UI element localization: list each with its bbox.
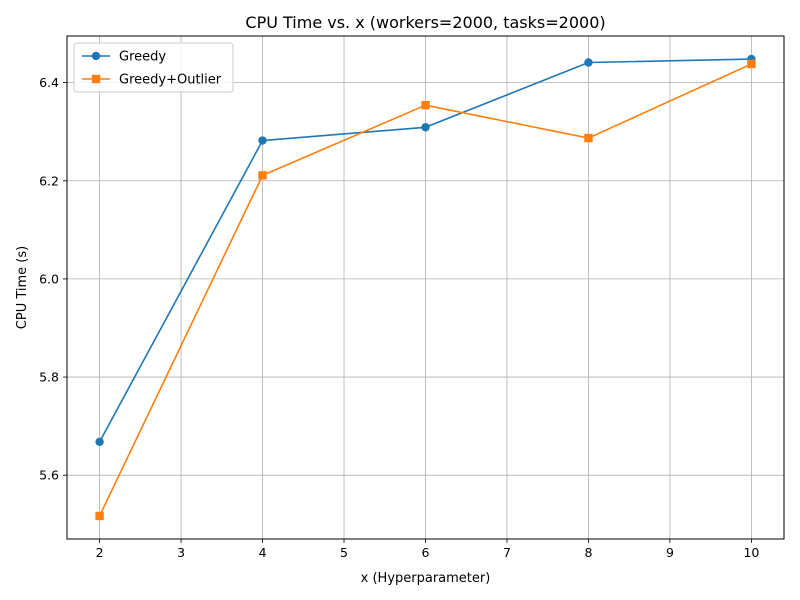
y-tick-label: 6.0 (39, 271, 59, 286)
plot-frame (66, 35, 785, 540)
x-tick-label: 10 (743, 545, 759, 560)
legend-label-greedy: Greedy (119, 50, 166, 65)
x-tick-label: 5 (340, 545, 348, 560)
x-tick-label: 4 (259, 545, 267, 560)
data-point-greedy-outlier (421, 100, 430, 110)
legend: Greedy Greedy+Outlier (73, 42, 234, 93)
y-tick-label: 5.8 (39, 370, 59, 385)
data-point-greedy-outlier (258, 171, 267, 180)
x-tick-label: 6 (422, 545, 430, 560)
legend-label-greedy-outlier: Greedy+Outlier (119, 73, 222, 88)
x-tick-label: 8 (584, 545, 592, 560)
legend-marker-greedy-outlier (91, 74, 101, 84)
data-point-greedy (421, 123, 430, 132)
data-point-greedy (95, 437, 104, 447)
x-tick-label: 3 (177, 545, 185, 560)
x-axis-label: x (Hyperparameter) (361, 571, 491, 586)
series-layer (95, 54, 756, 521)
y-axis-label: CPU Time (s) (15, 246, 30, 329)
chart-title: CPU Time vs. x (workers=2000, tasks=2000… (245, 13, 605, 32)
x-tick-label: 9 (666, 545, 674, 560)
x-tick-label: 2 (96, 545, 104, 560)
y-tick-label: 5.6 (39, 468, 59, 483)
y-tick-label: 6.4 (39, 75, 59, 90)
legend-box (73, 42, 234, 93)
data-point-greedy-outlier (95, 511, 104, 521)
legend-marker-greedy (91, 51, 101, 61)
axis-ticks: 2 3 4 5 6 7 8 9 10 5.6 5.8 6.0 6.2 6.4 (39, 75, 759, 560)
data-point-greedy (258, 136, 267, 145)
x-tick-label: 7 (503, 545, 511, 560)
data-point-greedy (584, 58, 593, 67)
data-point-greedy-outlier (747, 59, 756, 69)
grid-lines (67, 36, 784, 539)
data-point-greedy-outlier (584, 133, 593, 143)
y-tick-label: 6.2 (39, 173, 59, 188)
